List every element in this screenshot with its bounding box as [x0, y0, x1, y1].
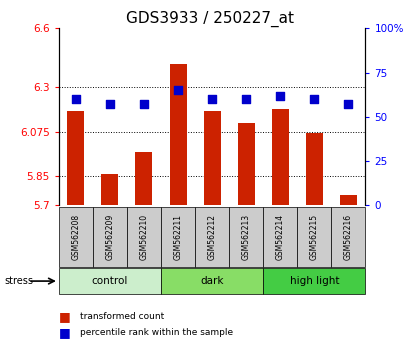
Text: transformed count: transformed count: [80, 312, 164, 321]
Point: [277, 93, 284, 98]
Point: [311, 96, 318, 102]
Text: GSM562209: GSM562209: [105, 214, 114, 260]
Text: control: control: [92, 276, 128, 286]
Bar: [263, 268, 365, 294]
Text: GSM562215: GSM562215: [310, 214, 319, 260]
Text: GSM562210: GSM562210: [139, 214, 148, 260]
Bar: [238, 123, 255, 205]
Bar: [263, 207, 297, 267]
Text: GSM562208: GSM562208: [71, 214, 80, 260]
Point: [73, 96, 79, 102]
Text: high light: high light: [289, 276, 339, 286]
Bar: [340, 195, 357, 205]
Bar: [127, 207, 161, 267]
Point: [209, 96, 215, 102]
Text: stress: stress: [4, 276, 33, 286]
Text: GSM562212: GSM562212: [207, 214, 217, 260]
Bar: [101, 174, 118, 205]
Bar: [135, 152, 152, 205]
Text: GDS3933 / 250227_at: GDS3933 / 250227_at: [126, 11, 294, 27]
Text: dark: dark: [200, 276, 224, 286]
Text: ■: ■: [59, 326, 71, 339]
Bar: [229, 207, 263, 267]
Point: [107, 102, 113, 107]
Bar: [195, 207, 229, 267]
Bar: [59, 268, 161, 294]
Point: [141, 102, 147, 107]
Bar: [161, 207, 195, 267]
Text: GSM562213: GSM562213: [241, 214, 251, 260]
Bar: [161, 268, 263, 294]
Bar: [204, 111, 220, 205]
Bar: [59, 207, 93, 267]
Text: GSM562211: GSM562211: [173, 214, 183, 260]
Bar: [67, 111, 84, 205]
Bar: [272, 109, 289, 205]
Bar: [170, 64, 186, 205]
Bar: [331, 207, 365, 267]
Text: GSM562216: GSM562216: [344, 214, 353, 260]
Bar: [93, 207, 127, 267]
Bar: [306, 132, 323, 205]
Bar: [297, 207, 331, 267]
Text: ■: ■: [59, 310, 71, 323]
Point: [345, 102, 352, 107]
Text: GSM562214: GSM562214: [276, 214, 285, 260]
Text: percentile rank within the sample: percentile rank within the sample: [80, 328, 233, 337]
Point: [175, 87, 181, 93]
Point: [243, 96, 249, 102]
